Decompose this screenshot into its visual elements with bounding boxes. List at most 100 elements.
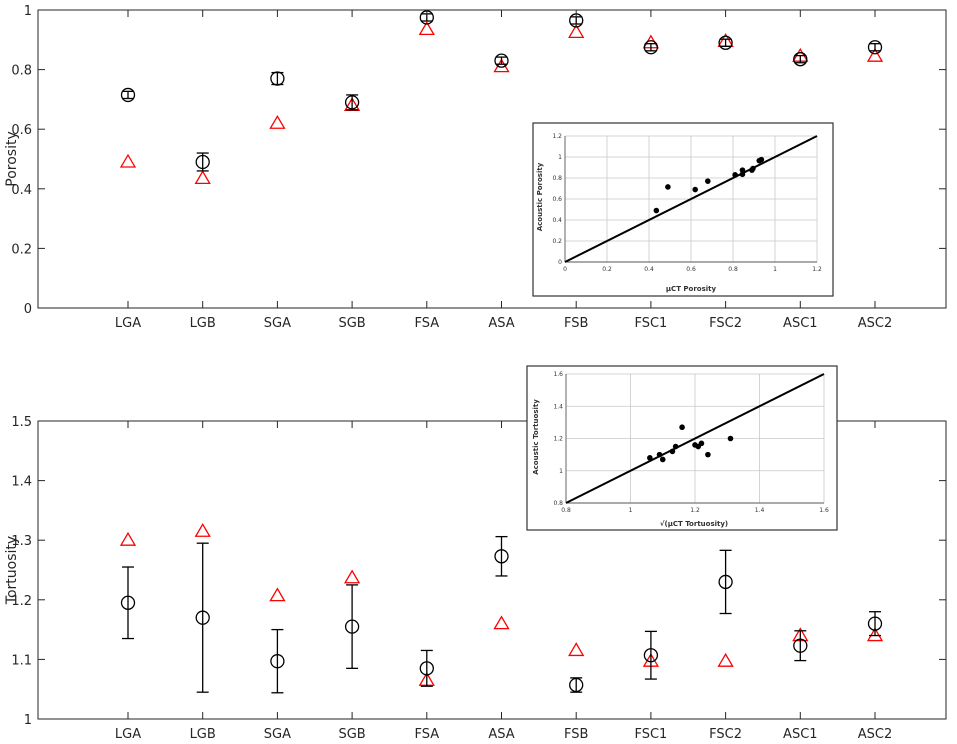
porosity-chart: 0 0.2 0.4 0.6 0.8 1 LGA LGB SGA SGB FSA ASA FSB FSC1 F… [4,4,947,331]
porosity-marks [119,10,884,185]
porosity-x-tick-label: LGA [115,316,141,331]
tortuosity-y-tick-label: 1.3 [11,534,32,549]
porosity-inset-frame [532,122,834,297]
tortuosity-inset-y-tick-label: 0.8 [553,500,563,507]
porosity-inset-data-point [705,178,711,184]
porosity-inset-x-axis-label: μCT Porosity [666,285,717,293]
tortuosity-chart: 1 1.1 1.2 1.3 1.4 1.5 LGA LGB SGA SGB FSA ASA FSB FSC… [4,415,947,742]
porosity-x-tick-label: SGB [338,316,365,331]
tortuosity-ticks: 1 1.1 1.2 1.3 1.4 1.5 LGA LGB SGA SGB FSA ASA FSB FSC… [11,415,946,742]
porosity-triangle-point [119,153,137,168]
tortuosity-x-tick-label: ASC2 [858,727,893,742]
porosity-triangle-point [418,21,435,36]
tortuosity-inset-x-tick-label: 1.4 [755,507,765,514]
tortuosity-inset-data-point [647,455,653,461]
tortuosity-inset-x-tick-label: 1.2 [690,507,700,514]
porosity-x-tick-label: SGA [264,316,291,331]
porosity-inset-y-tick-label: 0.6 [552,196,562,203]
tortuosity-x-tick-label: SGA [264,727,291,742]
tortuosity-circle-point [569,677,584,693]
porosity-inset-y-tick-label: 0.4 [552,217,562,224]
porosity-inset-x-tick-label: 0.6 [686,266,696,273]
porosity-axes-box [37,9,947,309]
porosity-inset-data-point [758,156,765,163]
tortuosity-marks [119,522,884,694]
tortuosity-circle-point [793,638,808,653]
porosity-inset-fit-line [564,135,818,263]
tortuosity-circle-point [643,648,659,663]
tortuosity-inset-x-axis-label: √(μCT Tortuosity) [660,520,728,528]
porosity-x-tick-label: FSC1 [634,316,667,331]
tortuosity-x-tick-label: ASC1 [783,727,818,742]
tortuosity-inset-data-point [669,448,676,455]
tortuosity-circle-point [270,654,285,669]
porosity-x-tick-label: FSC2 [709,316,742,331]
tortuosity-triangle-point [493,615,510,630]
tortuosity-x-tick-label: FSC2 [709,727,742,742]
porosity-y-axis-label: Porosity [4,131,20,186]
tortuosity-inset-data-point [698,440,705,447]
tortuosity-circle-point [867,616,883,631]
porosity-inset-data-point [739,171,746,178]
porosity-circle-point [494,53,509,68]
porosity-y-tick-label: 0.2 [11,242,32,257]
porosity-inset-data-point [692,186,698,193]
porosity-triangle-point [269,114,286,129]
tortuosity-inset-x-tick-label: 0.8 [561,507,571,514]
tortuosity-x-tick-label: FSA [414,727,439,742]
porosity-triangle-point [568,24,585,38]
porosity-x-tick-label: LGB [190,316,216,331]
porosity-triangle-point [194,170,211,185]
tortuosity-triangle-point [269,587,286,602]
porosity-circle-point [270,71,285,86]
tortuosity-inset-y-tick-label: 1.4 [553,403,563,410]
tortuosity-triangle-point [119,531,137,546]
porosity-y-tick-label: 0 [24,302,32,317]
tortuosity-circle-point [120,595,136,610]
tortuosity-inset-data-point [679,424,685,431]
porosity-inset-y-tick-label: 0 [558,259,562,266]
tortuosity-inset-x-tick-label: 1 [629,507,633,514]
tortuosity-inset-data-point [656,451,663,458]
porosity-x-tick-label: ASC1 [783,316,818,331]
tortuosity-inset: 0.8 1 1.2 1.4 1.6 0.8 1 1.2 1.4 1.6 √(μCT Tortuos… [526,365,838,531]
porosity-y-tick-label: 0.4 [11,183,32,198]
porosity-inset-y-axis-label: Acoustic Porosity [536,162,544,231]
porosity-circle-point [195,154,210,170]
porosity-circle-point [793,52,808,67]
tortuosity-x-tick-label: LGA [115,727,141,742]
tortuosity-axes-box [37,420,947,720]
porosity-circle-point [120,87,136,103]
porosity-inset-x-tick-label: 0.2 [602,266,612,273]
porosity-y-tick-label: 0.8 [11,64,32,79]
porosity-circle-point [867,40,883,55]
porosity-x-tick-label: FSA [414,316,439,331]
tortuosity-x-tick-label: ASA [488,727,514,742]
tortuosity-inset-content: 0.8 1 1.2 1.4 1.6 0.8 1 1.2 1.4 1.6 [553,371,828,514]
porosity-triangle-point [866,47,884,62]
tortuosity-circle-point [494,549,509,564]
porosity-inset-x-tick-label: 0.4 [644,266,654,273]
porosity-inset-y-tick-label: 0.2 [552,238,562,245]
porosity-ticks: 0 0.2 0.4 0.6 0.8 1 LGA LGB SGA SGB FSA ASA FSB FSC1 F… [11,4,946,331]
porosity-x-tick-label: FSB [564,316,588,331]
tortuosity-inset-y-tick-label: 1.2 [553,436,563,443]
porosity-y-tick-label: 1 [24,4,32,19]
tortuosity-x-tick-label: FSB [564,727,588,742]
tortuosity-circle-point [195,610,210,625]
tortuosity-y-tick-label: 1.4 [11,475,32,490]
tortuosity-circle-point [419,661,434,676]
tortuosity-inset-y-axis-label: Acoustic Tortuosity [532,399,540,475]
tortuosity-y-tick-label: 1.1 [11,653,32,668]
tortuosity-triangle-point [717,652,734,667]
tortuosity-inset-x-tick-label: 1.6 [819,507,829,514]
porosity-inset-x-tick-label: 0.8 [728,266,738,273]
tortuosity-triangle-point [568,642,585,657]
tortuosity-x-tick-label: FSC1 [634,727,667,742]
porosity-inset-data-point [739,167,746,173]
tortuosity-inset-y-tick-label: 1.6 [553,371,563,378]
tortuosity-circle-point [718,574,733,590]
tortuosity-inset-fit-line [565,373,825,504]
tortuosity-inset-y-tick-label: 1 [559,468,563,475]
porosity-inset: 0 0.2 0.4 0.6 0.8 1 1.2 0 0.2 0.4 0.6 0.8 1 1.2 μCT P… [532,122,834,297]
